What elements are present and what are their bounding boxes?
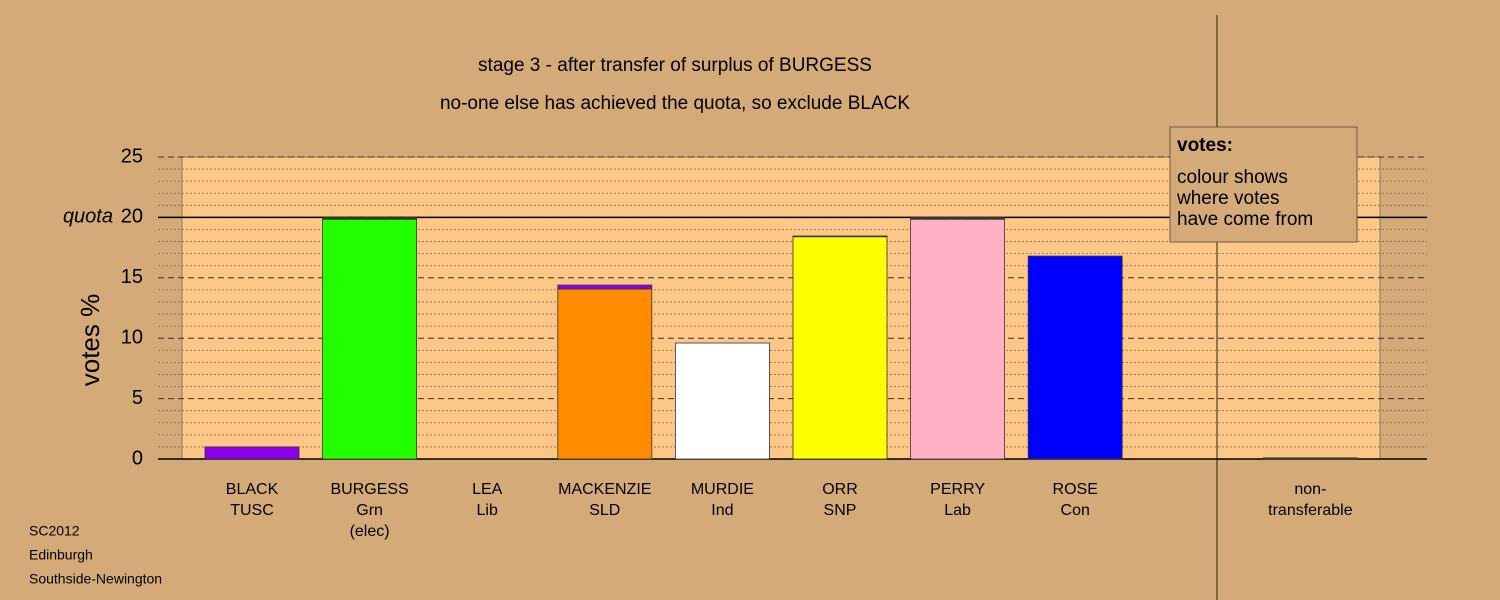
x-tick-label: transferable [1268, 502, 1353, 519]
quota-label: quota [63, 206, 113, 228]
y-tick-label: 0 [132, 447, 143, 469]
chart-title: stage 3 - after transfer of surplus of B… [478, 55, 872, 76]
x-tick-label: Grn [356, 502, 383, 519]
chart-subtitle: no-one else has achieved the quota, so e… [440, 93, 910, 114]
x-tick-label: BLACK [226, 481, 279, 498]
x-tick-label: MURDIE [691, 481, 754, 498]
legend-text: colour shows [1177, 167, 1288, 188]
x-tick-label: TUSC [230, 502, 274, 519]
x-tick-label: SNP [824, 502, 857, 519]
bar-segment [322, 216, 418, 220]
x-tick-label: MACKENZIE [558, 481, 651, 498]
bar-segment [792, 235, 888, 238]
x-tick-label: PERRY [930, 481, 985, 498]
y-tick-label: 5 [132, 387, 143, 409]
x-tick-label: non- [1294, 481, 1326, 498]
y-axis-label: votes % [75, 294, 105, 387]
bar-segment [557, 284, 653, 290]
bar-segment [910, 218, 1005, 460]
bar-segment [792, 236, 888, 460]
bar-segment [1263, 457, 1358, 460]
y-tick-label: 10 [121, 326, 143, 348]
x-tick-label: LEA [472, 481, 503, 498]
footnote: Southside-Newington [29, 571, 162, 587]
y-tick-label: 25 [121, 145, 143, 167]
x-tick-label: ROSE [1053, 481, 1098, 498]
legend-text: votes: [1177, 135, 1233, 156]
x-tick-label: Con [1061, 502, 1090, 519]
x-tick-label: BURGESS [330, 481, 408, 498]
x-tick-label: Ind [711, 502, 733, 519]
x-tick-label: Lab [944, 502, 971, 519]
bar-segment [204, 446, 300, 460]
footnote: Edinburgh [29, 547, 93, 563]
y-tick-label: 15 [121, 266, 143, 288]
y-tick-label: 20 [121, 206, 143, 228]
x-tick-label: Lib [477, 502, 498, 519]
footnote: SC2012 [29, 523, 80, 539]
x-tick-label: ORR [822, 481, 858, 498]
legend-box [1169, 126, 1358, 243]
legend-text: have come from [1177, 209, 1313, 230]
bar-segment [557, 288, 653, 460]
legend-text: where votes [1176, 188, 1279, 209]
x-tick-label: SLD [589, 502, 620, 519]
bar-segment [675, 342, 770, 460]
bar-segment [1027, 255, 1123, 460]
x-tick-label: (elec) [350, 523, 390, 540]
bar-segment [910, 216, 1005, 220]
bar-segment [322, 218, 418, 460]
